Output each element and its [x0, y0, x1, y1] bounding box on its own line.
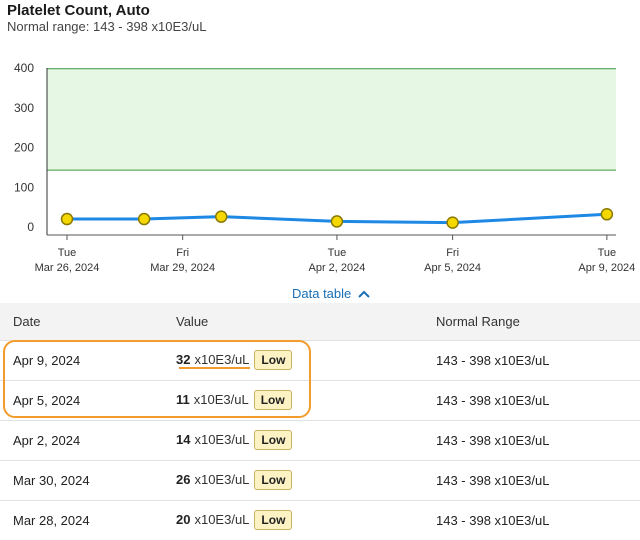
data-point-marker [600, 208, 614, 221]
x-tick-date: Mar 26, 2024 [35, 262, 100, 274]
x-tick-weekday: Tue [58, 247, 77, 259]
table-row: Apr 2, 2024 14 x10E3/uL Low 143 - 398 x10E… [0, 420, 640, 460]
value-unit: x10E3/uL [194, 512, 250, 528]
data-point-marker [446, 216, 459, 229]
row-date: Apr 5, 2024 [13, 392, 81, 408]
chevron-up-icon [358, 290, 370, 298]
low-flag-badge: Low [254, 470, 293, 490]
row-value: 32 x10E3/uL Low [176, 340, 436, 380]
value-number: 26 [176, 472, 191, 487]
data-series-line [67, 212, 607, 225]
y-tick-label: 400 [14, 61, 34, 75]
x-tick-date: Apr 2, 2024 [308, 262, 365, 274]
value-unit: x10E3/uL [194, 432, 250, 447]
y-tick-label: 300 [14, 101, 34, 115]
row-value: 26 x10E3/uL Low [176, 460, 436, 500]
header-value: Value [176, 313, 209, 329]
table-row: Mar 28, 2024 20 x10E3/uL Low 143 - 398 x10… [0, 500, 640, 540]
low-flag-badge: Low [254, 430, 293, 450]
x-tick-weekday: Fri [446, 247, 459, 259]
row-normal-range: 143 - 398 x10E3/uL [436, 352, 550, 368]
page-title: Platelet Count, Auto [7, 2, 150, 19]
x-tick-date: Apr 9, 2024 [578, 262, 635, 274]
x-tick-date: Mar 29, 2024 [150, 262, 215, 274]
data-table: Date Value Normal Range Apr 9, 2024 32 x1… [0, 303, 640, 540]
low-flag-badge: Low [253, 390, 292, 410]
value-unit: x10E3/uL [193, 392, 249, 407]
value-number: 14 [176, 432, 191, 447]
y-tick-label: 100 [14, 180, 34, 194]
row-value: 14 x10E3/uL Low [176, 420, 436, 460]
table-row: Apr 5, 2024 11 x10E3/uL Low 143 - 398 x10E… [0, 380, 640, 420]
row-normal-range: 143 - 398 x10E3/uL [436, 432, 550, 448]
x-tick-weekday: Tue [328, 247, 347, 259]
row-normal-range: 143 - 398 x10E3/uL [436, 472, 550, 488]
table-row: Mar 30, 2024 26 x10E3/uL Low 143 - 398 x10… [0, 460, 640, 500]
low-flag-badge: Low [254, 510, 293, 531]
row-value: 20 x10E3/uL Low [176, 500, 436, 540]
data-point-marker [60, 212, 74, 226]
low-flag-badge: Low [254, 350, 293, 370]
row-value: 11 x10E3/uL Low [176, 380, 436, 420]
value-number: 11 [176, 392, 190, 407]
row-date: Mar 30, 2024 [13, 472, 90, 488]
row-date: Apr 9, 2024 [13, 352, 81, 368]
y-tick-label: 0 [27, 220, 34, 234]
row-date: Apr 2, 2024 [13, 432, 81, 448]
row-normal-range: 143 - 398 x10E3/uL [436, 392, 550, 408]
value-number: 32 [176, 352, 191, 367]
data-point-marker [330, 215, 344, 228]
x-tick-weekday: Fri [176, 247, 189, 259]
data-point-marker [137, 212, 151, 226]
row-date: Mar 28, 2024 [13, 512, 90, 528]
x-tick-weekday: Tue [598, 247, 617, 259]
data-table-toggle[interactable]: Data table [292, 286, 370, 301]
normal-range-subtitle: Normal range: 143 - 398 x10E3/uL [7, 19, 207, 34]
platelet-line-chart: 0 100 200 300 400 Tue Mar 26, 2024 Fri Mar 29, 2… [14, 61, 635, 274]
header-normal-range: Normal Range [436, 313, 520, 329]
row-normal-range: 143 - 398 x10E3/uL [436, 512, 550, 528]
normal-range-band [47, 68, 616, 171]
header-date: Date [13, 313, 41, 329]
value-number: 20 [176, 512, 191, 528]
y-tick-label: 200 [14, 141, 34, 155]
table-row: Apr 9, 2024 32 x10E3/uL Low 143 - 398 x10E… [0, 340, 640, 380]
data-table-toggle-label: Data table [292, 286, 352, 301]
data-point-marker [214, 210, 228, 223]
value-unit: x10E3/uL [194, 352, 250, 367]
x-tick-date: Apr 5, 2024 [424, 262, 481, 274]
value-unit: x10E3/uL [194, 472, 250, 487]
table-header-row: Date Value Normal Range [0, 303, 640, 340]
